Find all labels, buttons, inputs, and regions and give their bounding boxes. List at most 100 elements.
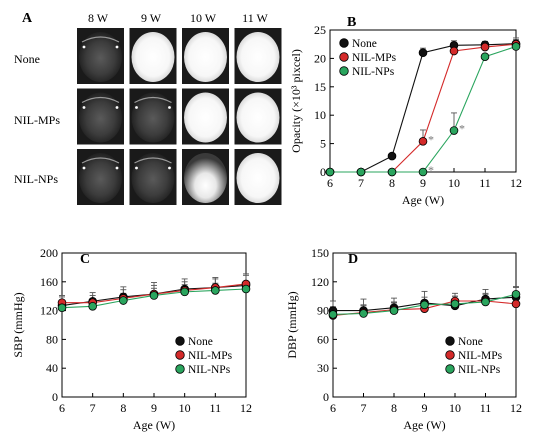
y-tick-label: 5 — [320, 137, 326, 151]
legend-label: None — [458, 336, 483, 348]
lens-image — [77, 149, 124, 205]
lens-image — [129, 28, 177, 84]
lens-image — [182, 28, 229, 84]
y-tick-label: 0 — [320, 165, 326, 179]
data-point — [180, 287, 189, 297]
row-label: NIL-MPs — [14, 113, 60, 127]
lens-image — [182, 88, 229, 145]
x-tick-label: 8 — [391, 401, 397, 415]
data-point — [481, 297, 490, 307]
data-point — [356, 167, 366, 177]
x-tick-label: 7 — [358, 176, 364, 190]
data-point — [420, 300, 429, 310]
y-tick-label: 10 — [314, 108, 326, 122]
legend: None NIL-MPs NIL-NPs — [445, 336, 503, 376]
x-tick-label: 6 — [330, 401, 336, 415]
y-tick-label: 160 — [40, 275, 58, 289]
x-tick-label: 12 — [240, 401, 252, 415]
y-tick-label: 0 — [323, 390, 329, 404]
lens-image — [234, 149, 282, 205]
data-point — [511, 42, 521, 51]
data-point — [57, 303, 67, 313]
y-tick-label: 90 — [317, 304, 329, 318]
x-axis-label: Age (W) — [133, 418, 175, 432]
y-tick-label: 0 — [52, 390, 58, 404]
panel-label-d: D — [348, 252, 358, 267]
data-point — [389, 306, 399, 315]
chart-b-opacity: B 0 5 10 15 20 25 6 7 8 9 10 11 12 Age (W) Opacity (×1… — [289, 15, 522, 207]
legend-label: NIL-NPs — [458, 364, 501, 376]
data-point — [325, 167, 335, 177]
y-tick-label: 25 — [314, 23, 326, 37]
legend-label: NIL-MPs — [352, 52, 397, 64]
x-tick-label: 11 — [480, 401, 492, 415]
row-label: NIL-NPs — [14, 172, 58, 186]
data-point — [480, 52, 490, 61]
panel-label-c: C — [80, 252, 90, 267]
legend-label: NIL-MPs — [458, 350, 503, 362]
x-tick-label: 12 — [510, 176, 522, 190]
legend-label: None — [188, 336, 213, 348]
data-point — [241, 284, 251, 294]
x-axis-label: Age (W) — [402, 193, 444, 207]
lens-image — [129, 149, 177, 205]
week-label: 9 W — [141, 11, 162, 25]
y-tick-label: 30 — [317, 361, 329, 375]
y-tick-label: 120 — [311, 275, 329, 289]
x-tick-label: 8 — [389, 176, 395, 190]
legend-marker — [445, 336, 455, 346]
panel-a-lens-images: A 8 W 9 W 10 W 11 W None NIL-MPs NIL-NPs — [14, 11, 282, 205]
legend-label: None — [352, 38, 377, 50]
legend-marker — [339, 52, 349, 62]
x-tick-label: 7 — [90, 401, 96, 415]
legend-marker — [339, 38, 349, 48]
data-point — [511, 299, 521, 309]
significance-marker: * — [428, 132, 434, 146]
legend-marker — [339, 66, 349, 76]
lens-image — [182, 149, 229, 205]
data-point — [328, 310, 338, 319]
x-tick-label: 6 — [59, 401, 65, 415]
data-point — [88, 301, 97, 311]
legend-marker — [445, 364, 455, 374]
y-axis-label: DBP (mmHg) — [285, 291, 299, 358]
x-tick-label: 9 — [422, 401, 428, 415]
x-tick-label: 8 — [120, 401, 126, 415]
y-tick-label: 60 — [317, 332, 329, 346]
legend-label: NIL-MPs — [188, 350, 233, 362]
lens-image — [234, 88, 282, 145]
data-point — [511, 289, 521, 299]
significance-marker: * — [428, 163, 434, 177]
y-tick-label: 80 — [46, 332, 58, 346]
x-tick-label: 9 — [420, 176, 426, 190]
x-tick-label: 6 — [327, 176, 333, 190]
x-tick-label: 11 — [210, 401, 222, 415]
x-tick-label: 7 — [361, 401, 367, 415]
y-tick-label: 20 — [314, 51, 326, 65]
x-tick-label: 12 — [510, 401, 522, 415]
chart-d-dbp: D 0 30 60 90 120 150 6 7 8 9 10 11 12 Age (W) DBP (mmH… — [285, 246, 522, 432]
significance-marker: * — [459, 122, 465, 136]
x-tick-label: 10 — [449, 401, 461, 415]
data-point — [418, 167, 428, 177]
row-label: None — [14, 52, 40, 66]
y-axis-label: Opacity (×10³ pixcel) — [289, 49, 303, 153]
legend-marker — [175, 364, 185, 374]
legend-label: NIL-NPs — [188, 364, 231, 376]
legend: None NIL-MPs NIL-NPs — [339, 38, 397, 78]
y-tick-label: 40 — [46, 361, 58, 375]
data-point — [418, 137, 428, 146]
y-tick-label: 150 — [311, 246, 329, 260]
x-tick-label: 9 — [151, 401, 157, 415]
data-point — [449, 46, 459, 56]
x-tick-label: 11 — [479, 176, 491, 190]
week-label: 8 W — [88, 11, 109, 25]
data-point — [418, 48, 428, 58]
y-tick-label: 15 — [314, 80, 326, 94]
lens-image — [77, 88, 124, 145]
y-tick-label: 120 — [40, 304, 58, 318]
week-label: 10 W — [190, 11, 217, 25]
data-point — [211, 286, 220, 295]
lens-image — [129, 88, 177, 145]
